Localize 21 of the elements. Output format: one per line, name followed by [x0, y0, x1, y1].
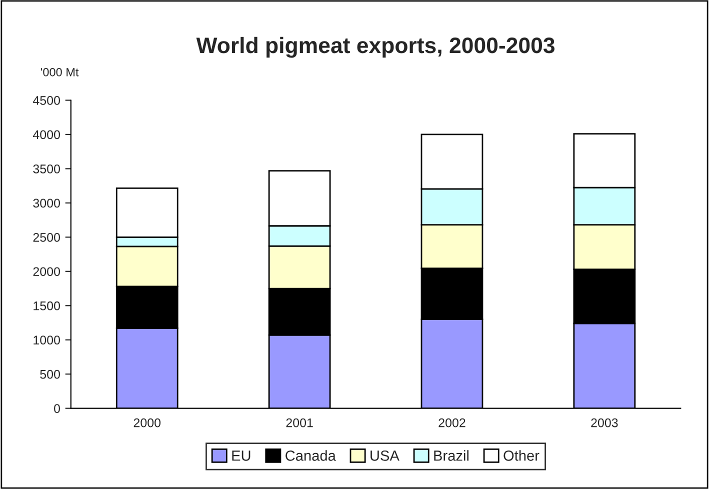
- y-tick-label: 3000: [33, 198, 60, 208]
- legend-label: Brazil: [434, 450, 468, 461]
- legend-label: USA: [370, 450, 400, 461]
- y-tick-label: 1000: [34, 336, 60, 345]
- x-tick-label: 2002: [438, 418, 466, 428]
- y-tick-label: 500: [40, 370, 60, 379]
- x-tick-label: 2000: [134, 418, 161, 428]
- y-tick-label: 4000: [32, 130, 60, 140]
- x-tick-label: 2003: [591, 418, 618, 428]
- y-tick-label: 3500: [33, 164, 60, 174]
- chart-title: World pigmeat exports, 2000-2003: [196, 36, 554, 58]
- x-tick-label: 2001: [286, 418, 313, 428]
- y-axis-title: '000 Mt: [41, 68, 79, 76]
- y-tick-label: 4500: [32, 96, 60, 105]
- legend-label: EU: [232, 450, 250, 461]
- y-tick-label: 2500: [33, 232, 60, 242]
- legend-label: Other: [504, 450, 540, 461]
- legend-label: Canada: [286, 450, 336, 461]
- y-tick-label: 0: [54, 404, 60, 413]
- y-tick-label: 1500: [34, 301, 60, 310]
- y-tick-label: 2000: [33, 267, 60, 276]
